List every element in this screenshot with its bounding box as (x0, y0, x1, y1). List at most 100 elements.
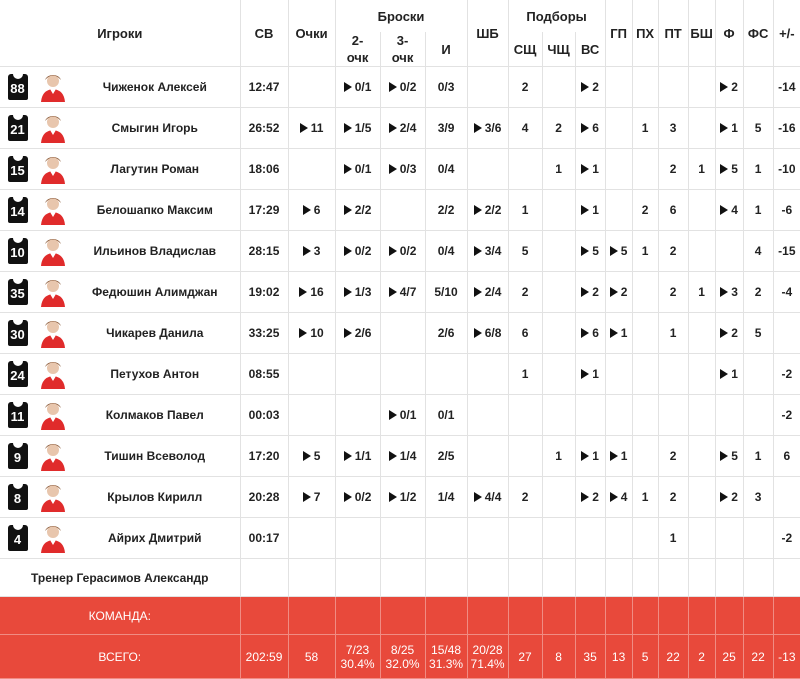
stat-cell: 2 (604, 271, 633, 313)
stat-value: -16 (778, 121, 796, 135)
stat-cell (424, 353, 468, 395)
empty-cell (466, 558, 509, 597)
play-icon (581, 205, 590, 215)
stat-value: 2/2 (354, 203, 372, 217)
stat-cell (631, 517, 659, 559)
stat-value: 6 (592, 326, 599, 340)
stat-cell: 2/4 (379, 107, 426, 149)
stat-cell: 6 (507, 312, 543, 354)
empty-cell (287, 558, 336, 597)
player-photo (35, 400, 70, 430)
stat-cell: 3 (657, 107, 689, 149)
stat-cell (742, 517, 774, 559)
stat-cell (714, 517, 744, 559)
jersey-number: 15 (7, 156, 28, 182)
stat-cell (714, 394, 744, 436)
play-icon (581, 82, 590, 92)
stat-cell (541, 476, 576, 518)
stat-cell: 2 (574, 66, 606, 108)
play-icon (720, 451, 729, 461)
stat-value: 6 (592, 121, 599, 135)
stat-value: 3/9 (437, 121, 455, 135)
total-cell: 202:59 (239, 634, 289, 679)
play-icon (609, 287, 618, 297)
stat-value: 3 (669, 121, 677, 135)
jersey-cell: 30 (0, 312, 35, 354)
play-icon (720, 287, 729, 297)
stat-value: 2/6 (354, 326, 372, 340)
player-row: 4 Айрих Дмитрий 00:17 1 -2 (0, 517, 800, 559)
stat-value: 26:52 (248, 121, 280, 135)
stat-value: 1 (592, 162, 599, 176)
stat-cell: 4 (507, 107, 543, 149)
stat-cell: 3 (714, 271, 744, 313)
jersey-cell: 4 (0, 517, 35, 559)
play-icon (473, 492, 482, 502)
header-cell: Игроки (0, 0, 241, 67)
play-icon (299, 287, 308, 297)
stat-cell: 1/4 (379, 435, 426, 477)
stat-cell: 4/7 (379, 271, 426, 313)
stat-value: 2 (669, 449, 677, 463)
total-cell: 8/25 32.0% (379, 634, 426, 679)
total-cell: 15/48 31.3% (424, 634, 468, 679)
stat-value: 1 (698, 162, 705, 176)
stat-value: 0/4 (437, 162, 455, 176)
total-cell: 35 (574, 634, 606, 679)
player-photo (35, 318, 70, 348)
jersey-number: 35 (7, 279, 28, 305)
header-cell: 2-очк (334, 32, 381, 67)
stat-value: 2 (669, 490, 677, 504)
play-icon (343, 451, 352, 461)
player-name: Колмаков Павел (70, 394, 241, 436)
header-cell: ГП (604, 0, 633, 67)
stat-value: 1/5 (354, 121, 372, 135)
stat-cell (687, 230, 716, 272)
stat-cell (466, 517, 509, 559)
empty-cell (379, 596, 426, 635)
stat-cell: 4 (742, 230, 774, 272)
jersey-cell: 9 (0, 435, 35, 477)
empty-cell (507, 596, 543, 635)
stat-cell (687, 435, 716, 477)
stat-cell: 2 (657, 476, 689, 518)
player-row: 15 Лагутин Роман 18:06 0/1 0/3 0/4 1 1 2 1 5 1 -10 (0, 148, 800, 190)
play-icon (473, 246, 482, 256)
play-icon (388, 164, 397, 174)
stat-value: -14 (778, 80, 796, 94)
stat-cell: 0/4 (424, 148, 468, 190)
stat-value: 2 (521, 285, 529, 299)
total-value: 13 (611, 649, 626, 664)
stat-value: 1 (669, 326, 677, 340)
stat-cell (604, 148, 633, 190)
play-icon (473, 123, 482, 133)
player-photo (35, 482, 70, 512)
stat-cell: 33:25 (239, 312, 289, 354)
play-icon (581, 328, 590, 338)
player-name: Чиженок Алексей (70, 66, 241, 108)
stat-value: 2/5 (437, 449, 455, 463)
stat-value: -2 (781, 408, 793, 422)
jersey-cell: 15 (0, 148, 35, 190)
stat-cell: 17:29 (239, 189, 289, 231)
empty-cell (287, 596, 336, 635)
stat-cell (604, 66, 633, 108)
empty-cell (334, 596, 381, 635)
stat-cell: 1 (574, 353, 606, 395)
stat-value: 08:55 (248, 367, 280, 381)
stat-cell: 17:20 (239, 435, 289, 477)
stat-value: 2 (592, 490, 599, 504)
stat-value: 5 (731, 162, 738, 176)
stat-cell: 5 (742, 107, 774, 149)
stat-value: 1 (754, 203, 762, 217)
stat-cell (631, 66, 659, 108)
photo-cell (35, 312, 70, 354)
stat-cell: 6 (574, 312, 606, 354)
photo-cell (35, 66, 70, 108)
player-row: 88 Чиженок Алексей 12:47 0/1 0/2 0/3 2 2 2 -14 (0, 66, 800, 108)
jersey-cell: 8 (0, 476, 35, 518)
total-cell: 58 (287, 634, 336, 679)
player-name: Ильинов Владислав (70, 230, 241, 272)
stat-value: 0/2 (399, 80, 417, 94)
stat-cell (742, 353, 774, 395)
